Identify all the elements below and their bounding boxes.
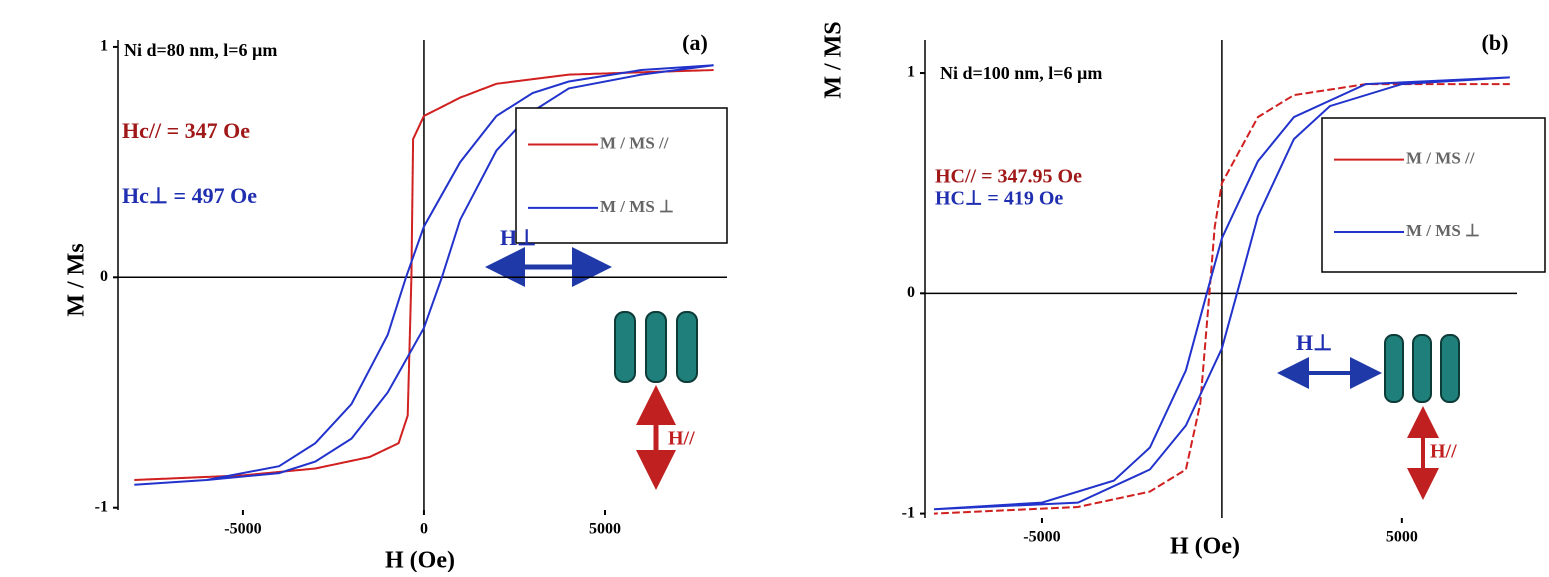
x-tick-label: -5000 xyxy=(224,521,261,538)
x-axis-label: H (Oe) xyxy=(385,548,455,573)
field-perp: H⊥ xyxy=(1296,330,1332,355)
loop-line xyxy=(933,83,1510,515)
legend-box xyxy=(1321,117,1546,273)
x-tick-label: 5000 xyxy=(589,521,621,538)
y-tick-label: -1 xyxy=(902,504,915,521)
y-tick-label: 0 xyxy=(907,284,915,301)
loop-line xyxy=(933,76,1510,511)
y-tick-label: -1 xyxy=(95,498,108,515)
legend-label: M / MS ⊥ xyxy=(600,197,674,216)
hc-perp: Hc⊥ = 497 Oe xyxy=(122,183,257,208)
legend-label: M / MS ⊥ xyxy=(1406,221,1480,240)
inset-b xyxy=(1277,334,1460,500)
inset-a xyxy=(485,247,698,490)
panel-id: (a) xyxy=(682,30,708,55)
field-parallel: H// xyxy=(1430,441,1457,463)
panel-label: Ni d=100 nm, l=6 µm xyxy=(940,63,1102,83)
x-axis-label: H (Oe) xyxy=(1170,534,1240,560)
panel-id: (b) xyxy=(1482,30,1509,55)
hc-parallel: Hc// = 347 Oe xyxy=(122,118,250,143)
x-tick-label: -5000 xyxy=(1023,529,1060,546)
y-axis-label: M / Ms xyxy=(64,243,90,316)
legend-label: M / MS // xyxy=(1406,148,1475,167)
legend-box xyxy=(515,107,728,244)
legend-label: M / MS // xyxy=(600,133,669,152)
y-tick-label: 0 xyxy=(100,268,108,285)
hc-perp: HC⊥ = 419 Oe xyxy=(935,188,1063,210)
loop-line xyxy=(134,69,714,481)
y-tick-label: 1 xyxy=(907,64,915,81)
loop-line xyxy=(134,64,714,486)
field-parallel: H// xyxy=(668,428,695,450)
panel-label: Ni d=80 nm, l=6 µm xyxy=(124,40,277,60)
y-axis-label: M / MS xyxy=(821,21,847,98)
field-perp: H⊥ xyxy=(500,225,536,250)
hc-parallel: HC// = 347.95 Oe xyxy=(935,166,1082,188)
y-tick-label: 1 xyxy=(100,38,108,55)
x-tick-label: 5000 xyxy=(1386,529,1418,546)
x-tick-label: 0 xyxy=(420,521,428,538)
